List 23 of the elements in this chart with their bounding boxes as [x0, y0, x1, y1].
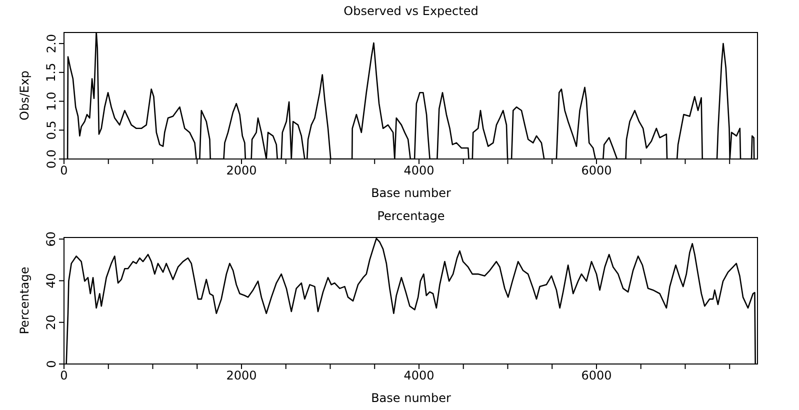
x-tick-label: 6000 — [581, 368, 612, 383]
x-axis-title: Base number — [371, 186, 451, 200]
x-tick-label: 4000 — [404, 164, 434, 178]
y-axis-title: Obs/Exp — [17, 70, 32, 120]
x-tick-label: 4000 — [404, 368, 434, 383]
y-tick-label: 1.5 — [44, 62, 58, 82]
x-tick-label: 0 — [60, 368, 68, 383]
chart-title: Percentage — [376, 209, 446, 223]
x-tick-label: 2000 — [226, 368, 257, 383]
y-tick-label: 0.5 — [44, 120, 58, 140]
x-tick-label: 6000 — [581, 164, 612, 178]
x-axis-title: Base number — [371, 391, 451, 405]
y-tick-label: 0.0 — [44, 149, 58, 169]
y-tick-label: 0 — [44, 360, 58, 368]
y-tick-label: 40 — [44, 273, 58, 288]
x-tick-label: 0 — [60, 164, 68, 178]
y-tick-label: 20 — [44, 314, 58, 330]
x-tick-label: 2000 — [226, 164, 257, 178]
y-tick-label: 60 — [44, 231, 58, 247]
y-tick-label: 1.0 — [44, 92, 58, 111]
y-tick-label: 2.0 — [44, 34, 58, 54]
chart-title: Observed vs Expected — [342, 4, 480, 18]
y-axis-title: Percentage — [17, 266, 32, 334]
